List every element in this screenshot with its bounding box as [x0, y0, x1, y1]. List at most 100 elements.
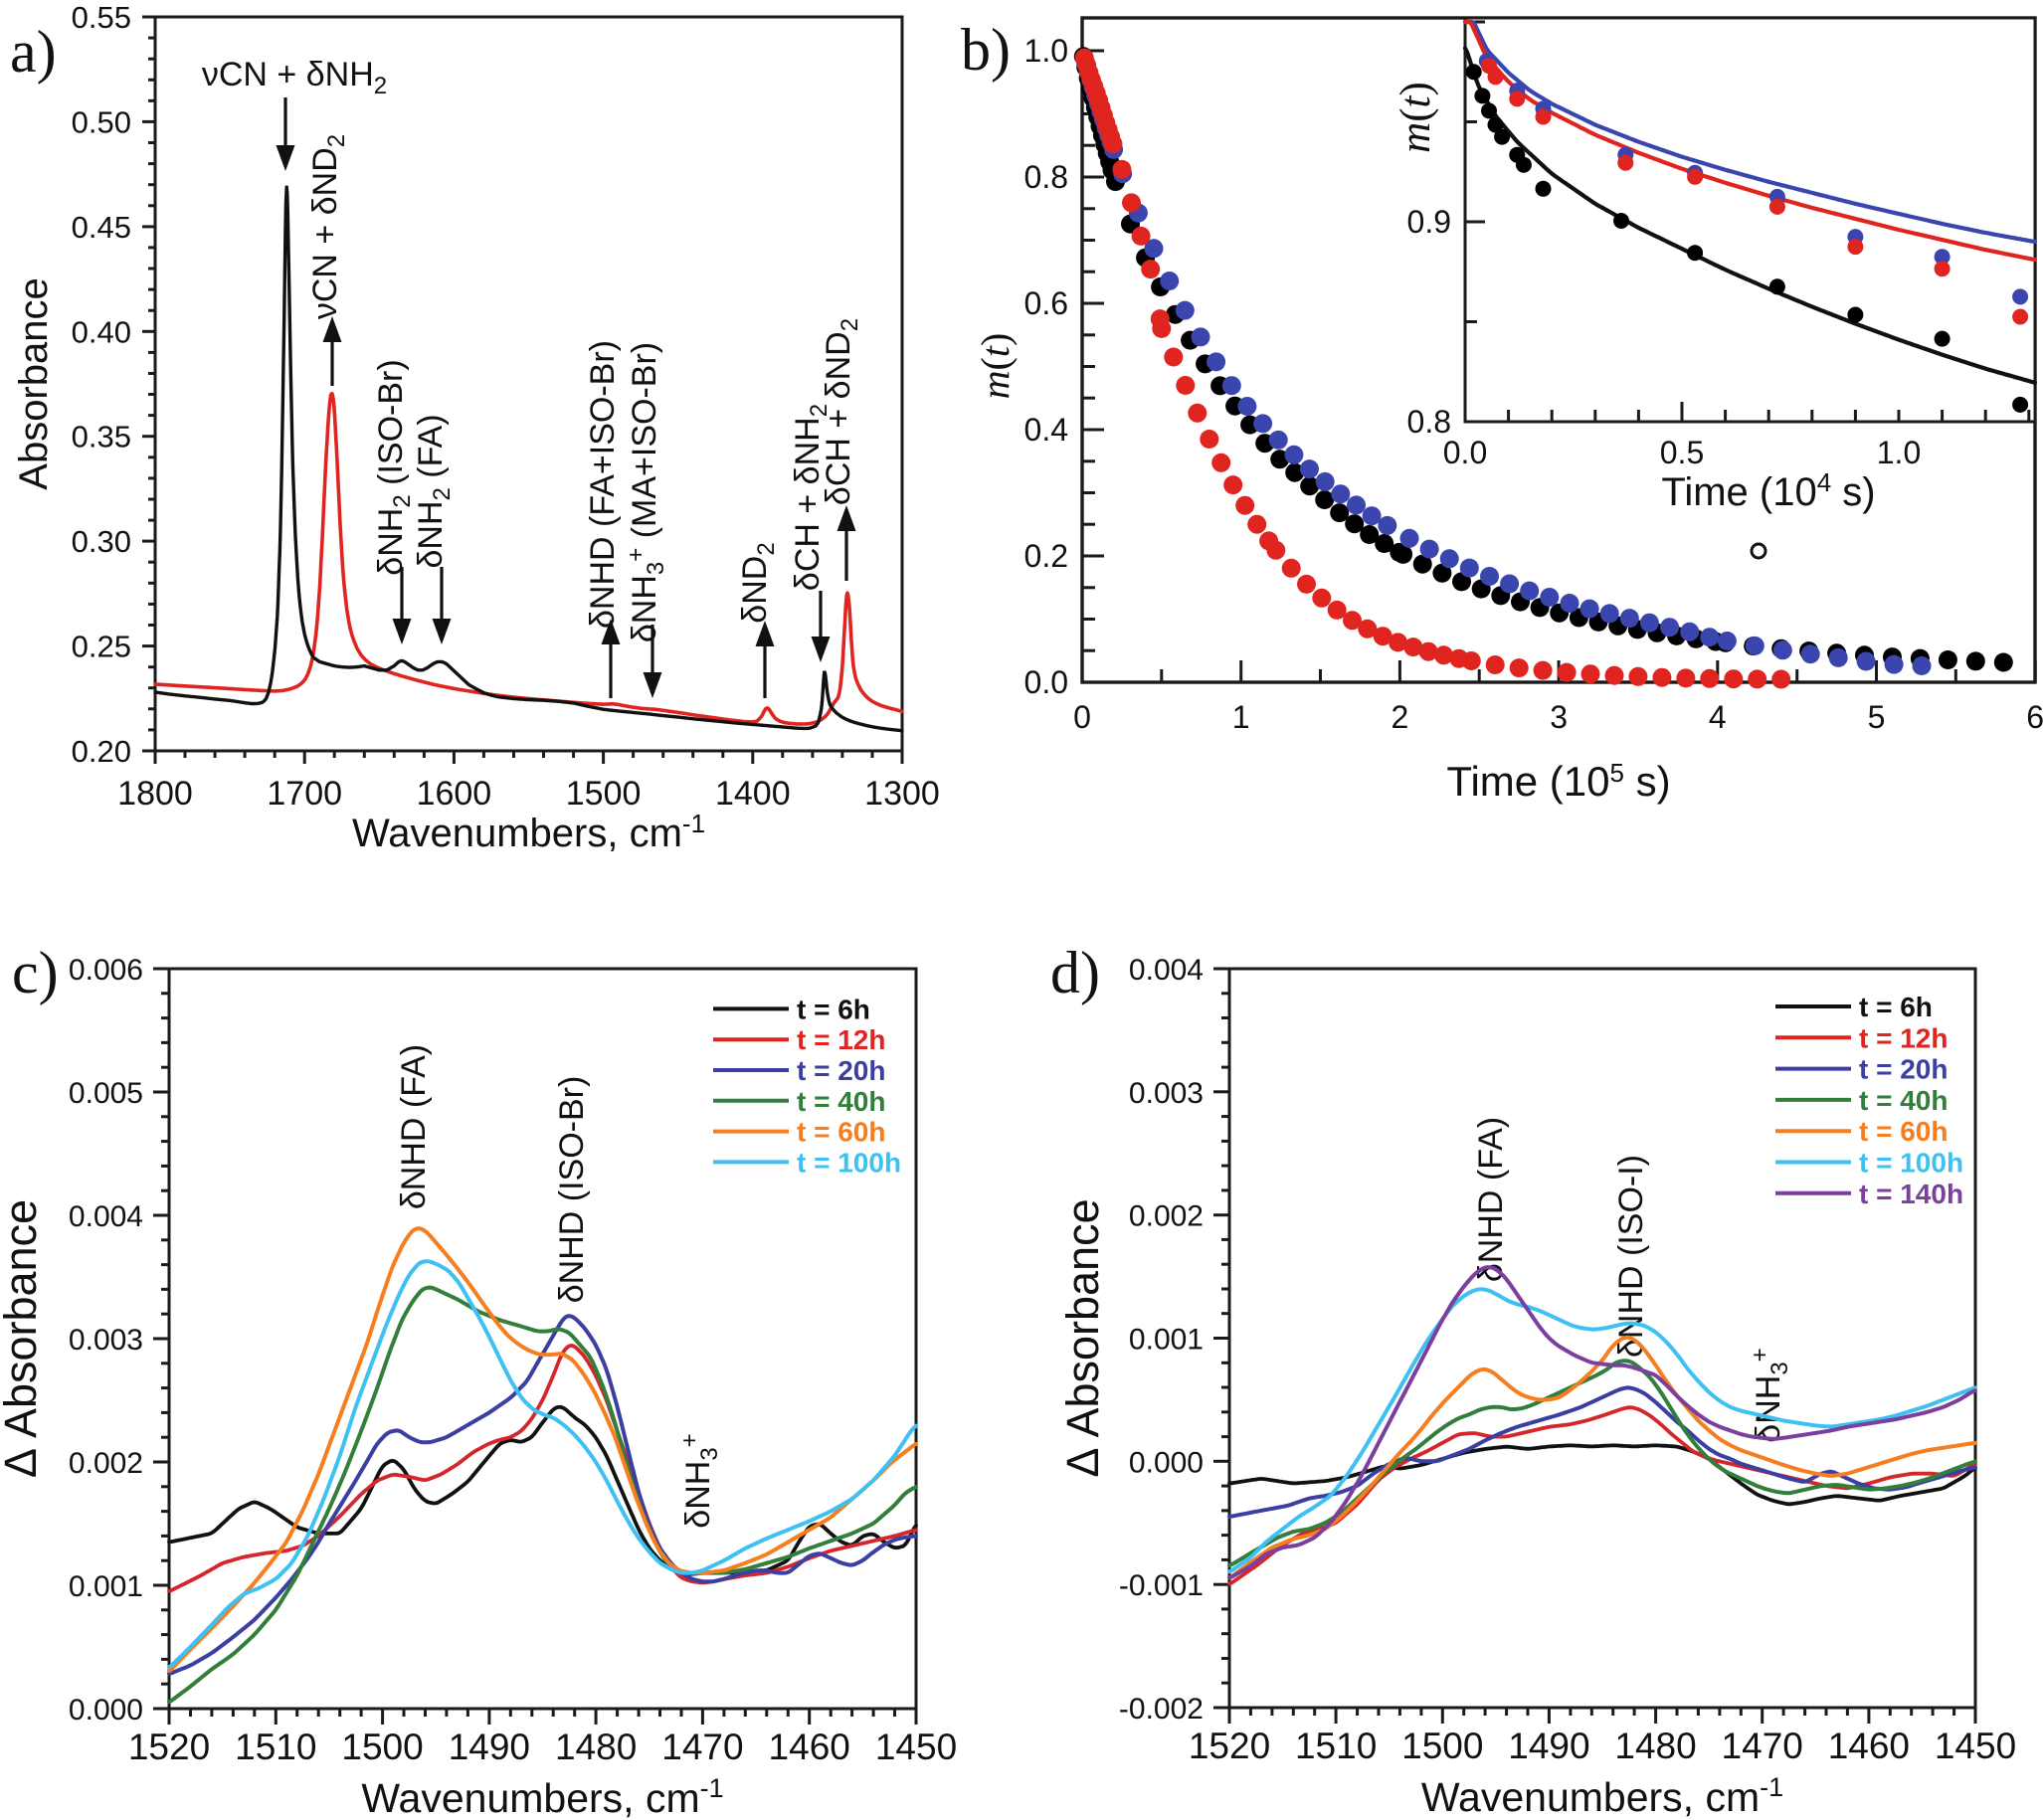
svg-text:1600: 1600 [417, 775, 492, 813]
svg-text:0.25: 0.25 [72, 630, 131, 664]
svg-text:1510: 1510 [1295, 1726, 1377, 1766]
svg-text:1450: 1450 [1935, 1726, 2016, 1766]
svg-text:Δ Absorbance: Δ Absorbance [0, 1199, 46, 1478]
svg-text:0.006: 0.006 [69, 954, 143, 987]
svg-text:t = 40h: t = 40h [797, 1086, 885, 1117]
svg-text:t = 12h: t = 12h [1859, 1022, 1948, 1053]
svg-text:Wavenumbers, cm-1: Wavenumbers, cm-1 [352, 809, 705, 855]
svg-text:0.30: 0.30 [72, 524, 131, 559]
svg-text:t = 100h: t = 100h [1859, 1148, 1963, 1179]
svg-text:1500: 1500 [341, 1727, 423, 1767]
svg-text:5: 5 [1868, 699, 1886, 735]
svg-text:1520: 1520 [1189, 1726, 1270, 1766]
svg-text:0.002: 0.002 [69, 1447, 143, 1480]
svg-text:2: 2 [1392, 699, 1409, 735]
svg-text:0.40: 0.40 [72, 314, 131, 349]
svg-text:3: 3 [1550, 699, 1568, 735]
svg-text:δNH3+: δNH3+ [1747, 1348, 1793, 1442]
svg-text:0.8: 0.8 [1407, 404, 1451, 440]
svg-text:1.0: 1.0 [1877, 435, 1921, 470]
svg-text:0.4: 0.4 [1024, 412, 1068, 448]
svg-text:-0.002: -0.002 [1119, 1693, 1204, 1726]
svg-text:6: 6 [2026, 699, 2043, 735]
svg-text:1800: 1800 [117, 775, 193, 813]
svg-text:0.000: 0.000 [1129, 1446, 1204, 1479]
svg-text:t = 6h: t = 6h [797, 994, 870, 1024]
svg-text:0.2: 0.2 [1024, 538, 1068, 574]
svg-text:δNHD (FA+ISO-Br): δNHD (FA+ISO-Br) [584, 340, 622, 629]
svg-text:δNHD (FA): δNHD (FA) [1472, 1117, 1510, 1282]
svg-text:1480: 1480 [555, 1727, 637, 1767]
svg-text:0.004: 0.004 [69, 1200, 143, 1233]
svg-text:t = 100h: t = 100h [797, 1147, 901, 1178]
svg-text:t = 20h: t = 20h [1859, 1054, 1948, 1085]
svg-text:1450: 1450 [875, 1727, 957, 1767]
svg-text:1: 1 [1232, 699, 1250, 735]
svg-text:1300: 1300 [864, 775, 940, 813]
svg-text:t = 20h: t = 20h [797, 1055, 885, 1086]
svg-text:a): a) [10, 19, 57, 85]
svg-text:0.9: 0.9 [1407, 204, 1451, 240]
svg-text:-0.001: -0.001 [1119, 1569, 1204, 1602]
svg-text:0.001: 0.001 [1129, 1324, 1204, 1357]
svg-text:t = 12h: t = 12h [797, 1024, 885, 1055]
svg-text:δNH3+ (MA+ISO-Br): δNH3+ (MA+ISO-Br) [623, 342, 669, 642]
svg-text:b): b) [961, 17, 1011, 83]
svg-text:t = 140h: t = 140h [1859, 1179, 1963, 1209]
svg-text:δND2: δND2 [736, 542, 780, 623]
svg-text:1520: 1520 [128, 1727, 210, 1767]
svg-text:1700: 1700 [267, 775, 342, 813]
svg-text:Δ Absorbance: Δ Absorbance [1057, 1198, 1108, 1477]
svg-text:t = 6h: t = 6h [1859, 992, 1933, 1022]
svg-text:1510: 1510 [235, 1727, 316, 1767]
svg-text:δCH + δNH2: δCH + δNH2 [789, 404, 833, 591]
svg-text:0.35: 0.35 [72, 420, 131, 455]
svg-text:0.6: 0.6 [1024, 285, 1068, 321]
svg-text:c): c) [12, 940, 59, 1005]
svg-text:1470: 1470 [661, 1727, 743, 1767]
svg-text:δNHD (FA): δNHD (FA) [395, 1044, 433, 1209]
svg-text:0.005: 0.005 [69, 1077, 143, 1110]
svg-text:δNH2 (ISO-Br): δNH2 (ISO-Br) [372, 359, 416, 575]
svg-text:1.0: 1.0 [1024, 33, 1068, 69]
svg-text:Time (105 s): Time (105 s) [1446, 758, 1670, 805]
svg-text:0.002: 0.002 [1129, 1200, 1204, 1233]
svg-text:0.50: 0.50 [72, 104, 131, 139]
svg-text:1400: 1400 [715, 775, 791, 813]
svg-text:m(t): m(t) [973, 333, 1018, 400]
svg-text:0.001: 0.001 [69, 1570, 143, 1603]
svg-text:0.003: 0.003 [1129, 1077, 1204, 1110]
svg-text:νCN + δNH2: νCN + δNH2 [202, 56, 387, 99]
svg-text:1490: 1490 [1508, 1726, 1589, 1766]
svg-text:νCN + δND2: νCN + δND2 [306, 134, 350, 319]
svg-text:δNHD (ISO-Br): δNHD (ISO-Br) [553, 1076, 591, 1304]
svg-text:t = 60h: t = 60h [1859, 1116, 1948, 1147]
svg-text:0: 0 [1073, 699, 1091, 735]
svg-text:1460: 1460 [1828, 1726, 1910, 1766]
svg-text:δCH + δND2: δCH + δND2 [820, 318, 863, 505]
svg-text:1460: 1460 [769, 1727, 850, 1767]
svg-text:0.0: 0.0 [1024, 664, 1068, 700]
svg-text:4: 4 [1709, 699, 1727, 735]
svg-text:m(t): m(t) [1393, 82, 1439, 153]
svg-text:δNH3+: δNH3+ [676, 1433, 723, 1528]
svg-text:0.004: 0.004 [1129, 954, 1204, 987]
svg-text:0.000: 0.000 [69, 1694, 143, 1727]
svg-text:Wavenumbers, cm-1: Wavenumbers, cm-1 [361, 1773, 723, 1820]
svg-text:1470: 1470 [1722, 1726, 1803, 1766]
svg-text:0.003: 0.003 [69, 1324, 143, 1357]
svg-text:0.5: 0.5 [1660, 435, 1704, 470]
svg-text:Time (104 s): Time (104 s) [1661, 467, 1875, 514]
svg-text:0.45: 0.45 [72, 210, 131, 245]
svg-text:Absorbance: Absorbance [12, 277, 56, 489]
svg-text:d): d) [1050, 940, 1100, 1005]
svg-text:1480: 1480 [1614, 1726, 1696, 1766]
svg-text:1500: 1500 [566, 775, 642, 813]
svg-text:t = 40h: t = 40h [1859, 1085, 1948, 1116]
svg-text:0.55: 0.55 [72, 0, 131, 35]
svg-text:0.20: 0.20 [72, 734, 131, 769]
svg-text:t = 60h: t = 60h [797, 1117, 885, 1148]
svg-text:Wavenumbers, cm-1: Wavenumbers, cm-1 [1421, 1772, 1783, 1820]
svg-text:1500: 1500 [1401, 1726, 1483, 1766]
svg-text:1490: 1490 [449, 1727, 530, 1767]
